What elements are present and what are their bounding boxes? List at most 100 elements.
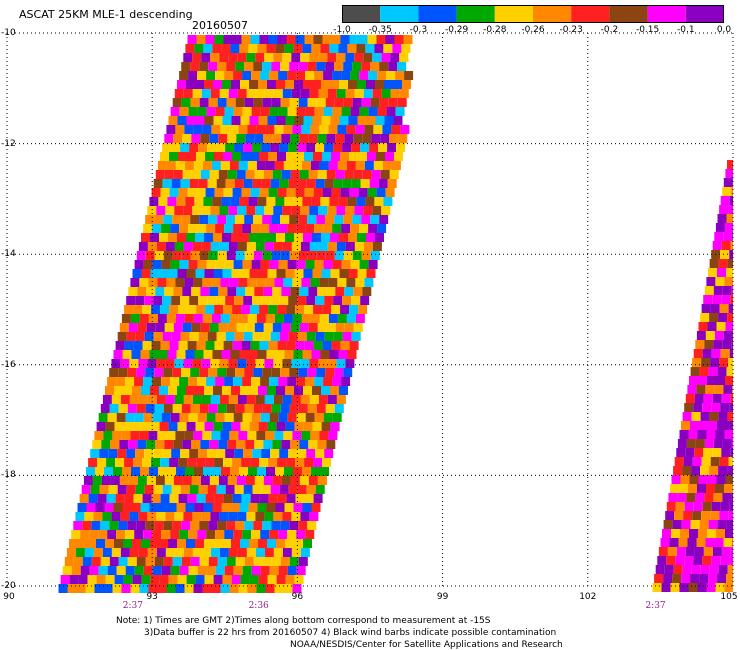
- color-scale-label: -0.29: [444, 25, 469, 35]
- swath-cell: [255, 548, 265, 557]
- swath-cell: [282, 53, 292, 62]
- color-scale-label: -0.26: [521, 25, 545, 35]
- swath-cell: [118, 404, 128, 413]
- swath-cell: [404, 71, 414, 80]
- swath-cell: [227, 476, 237, 485]
- swath-cell: [719, 304, 729, 313]
- swath-cell: [96, 422, 106, 431]
- swath-cell: [282, 89, 292, 98]
- swath-cell: [121, 431, 131, 440]
- swath-cell: [676, 547, 686, 556]
- swath-cell: [145, 251, 155, 260]
- swath-cell: [323, 260, 333, 269]
- swath-cell: [713, 493, 723, 502]
- swath-cell: [327, 395, 337, 404]
- swath-cell: [161, 530, 171, 539]
- swath-cell: [214, 341, 224, 350]
- swath-cell: [288, 296, 298, 305]
- swath-cell: [288, 449, 298, 458]
- swath-cell: [223, 152, 232, 161]
- swath-cell: [238, 314, 248, 323]
- swath-cell: [213, 80, 222, 89]
- swath-cell: [210, 242, 220, 251]
- swath-cell: [237, 242, 247, 251]
- swath-cell: [182, 476, 192, 485]
- swath-cell: [249, 539, 258, 548]
- swath-cell: [155, 170, 165, 179]
- swath-cell: [691, 412, 701, 421]
- swath-cell: [187, 188, 197, 197]
- swath-cell: [308, 476, 318, 485]
- swath-cell: [262, 251, 272, 260]
- swath-cell: [359, 71, 369, 80]
- swath-cell: [76, 584, 86, 593]
- swath-cell: [720, 502, 730, 511]
- swath-cell: [366, 116, 376, 125]
- swath-cell: [219, 89, 229, 98]
- swath-cell: [322, 341, 332, 350]
- swath-cell: [160, 152, 169, 161]
- swath-cell: [313, 188, 323, 197]
- longitude-tick-label: 105: [720, 592, 738, 602]
- swath-cell: [697, 583, 707, 592]
- swath-cell: [256, 584, 266, 593]
- swath-cell: [147, 242, 157, 251]
- swath-cell: [183, 206, 193, 215]
- swath-cell: [146, 323, 156, 332]
- note-line-3: NOAA/NESDIS/Center for Satellite Applica…: [290, 640, 563, 650]
- swath-cell: [707, 322, 717, 331]
- swath-cell: [285, 386, 294, 395]
- swath-cell: [123, 575, 133, 584]
- swath-cell: [199, 62, 209, 71]
- swath-cell: [294, 116, 304, 125]
- swath-cell: [156, 512, 166, 521]
- swath-cell: [327, 359, 337, 368]
- swath-cell: [702, 403, 712, 412]
- swath-cell: [265, 584, 275, 593]
- swath-cell: [178, 188, 188, 197]
- latitude-tick-label: -18: [1, 470, 16, 481]
- swath-cell: [212, 197, 222, 206]
- swath-cell: [254, 134, 264, 143]
- swath-cell: [264, 206, 274, 215]
- swath-cell: [355, 161, 365, 170]
- swath-cell: [293, 350, 303, 359]
- swath-cell: [250, 494, 260, 503]
- swath-cell: [192, 242, 202, 251]
- swath-cell: [220, 125, 230, 134]
- swath-cell: [292, 584, 302, 593]
- swath-cell: [229, 278, 239, 287]
- swath-cell: [87, 575, 97, 584]
- swath-cell: [342, 332, 352, 341]
- swath-cell: [244, 98, 254, 107]
- swath-cell: [322, 35, 332, 44]
- swath-cell: [282, 512, 292, 521]
- swath-cell: [245, 287, 255, 296]
- swath-cell: [722, 493, 732, 502]
- swath-cell: [182, 287, 192, 296]
- swath-cell: [140, 467, 149, 476]
- swath-cell: [153, 296, 163, 305]
- swath-cell: [105, 386, 114, 395]
- swath-cell: [287, 377, 297, 386]
- swath-cell: [140, 503, 150, 512]
- swath-cell: [337, 314, 347, 323]
- swath-cell: [271, 521, 281, 530]
- swath-cell: [219, 53, 229, 62]
- swath-cell: [282, 242, 292, 251]
- swath-cell: [82, 521, 92, 530]
- swath-cell: [296, 224, 306, 233]
- swath-cell: [112, 431, 122, 440]
- swath-cell: [280, 368, 290, 377]
- swath-cell: [142, 341, 152, 350]
- swath-cell: [696, 385, 706, 394]
- swath-cell: [179, 224, 189, 233]
- swath-cell: [337, 125, 347, 134]
- swath-cell: [720, 250, 730, 259]
- swath-cell: [183, 512, 193, 521]
- swath-cell: [308, 440, 318, 449]
- swath-cell: [336, 53, 346, 62]
- swath-cell: [137, 440, 147, 449]
- swath-cell: [230, 44, 240, 53]
- swath-cell: [214, 35, 224, 44]
